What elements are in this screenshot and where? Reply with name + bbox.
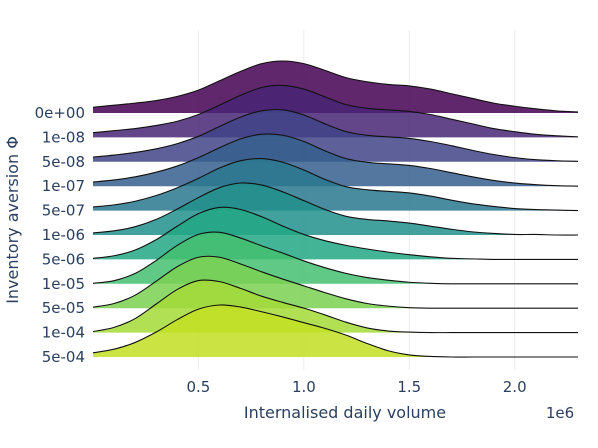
- ridge-area: [93, 304, 578, 358]
- y-tick-label: 5e-06: [42, 250, 85, 268]
- ridge-outline: [92, 255, 578, 309]
- y-tick-label: 1e-04: [42, 324, 85, 342]
- y-tick-label: 5e-05: [42, 299, 85, 317]
- ridge-outline: [92, 84, 579, 138]
- ridge-area: [93, 109, 578, 162]
- ridge-outline: [92, 60, 579, 113]
- y-tick-label: 1e-06: [42, 226, 85, 244]
- ridge-outline: [92, 206, 578, 260]
- ridge-5e-04: [92, 304, 578, 358]
- x-axis-title: Internalised daily volume: [244, 403, 446, 422]
- ridge-5e-08: [92, 108, 579, 162]
- ridge-1e-08: [92, 84, 579, 138]
- ridge-outline: [92, 279, 578, 334]
- y-tick-label: 1e-08: [42, 128, 85, 146]
- y-tick-label: 5e-04: [42, 348, 85, 366]
- ridge-outline: [92, 133, 579, 187]
- ridges: [92, 60, 579, 358]
- ridge-outline: [92, 158, 579, 212]
- ridge-outline: [92, 231, 578, 285]
- y-tick-label: 0e+00: [35, 104, 85, 122]
- x-tick-label: 2.0: [503, 378, 527, 396]
- ridge-outline: [92, 182, 579, 236]
- x-axis-exponent-label: 1e6: [546, 404, 574, 422]
- ridge-0e+00: [92, 60, 579, 113]
- x-tick-label: 1.0: [292, 378, 316, 396]
- ridge-outline: [92, 304, 578, 358]
- x-tick-label: 0.5: [186, 378, 210, 396]
- y-tick-label: 1e-07: [42, 177, 85, 195]
- x-tick-label: 1.5: [397, 378, 421, 396]
- y-tick-label: 5e-08: [42, 153, 85, 171]
- ridge-outline: [92, 108, 579, 162]
- ridge-area: [93, 85, 578, 138]
- y-tick-labels: 0e+00 1e-08 5e-08 1e-07 5e-07 1e-06 5e-06 1e-05…: [35, 104, 85, 366]
- y-axis-title: Inventory aversion Φ: [3, 136, 22, 304]
- y-tick-label: 5e-07: [42, 202, 85, 220]
- x-tick-labels: 0.5 1.0 1.5 2.0: [186, 378, 526, 396]
- y-tick-label: 1e-05: [42, 275, 85, 293]
- ridge-area: [93, 61, 578, 113]
